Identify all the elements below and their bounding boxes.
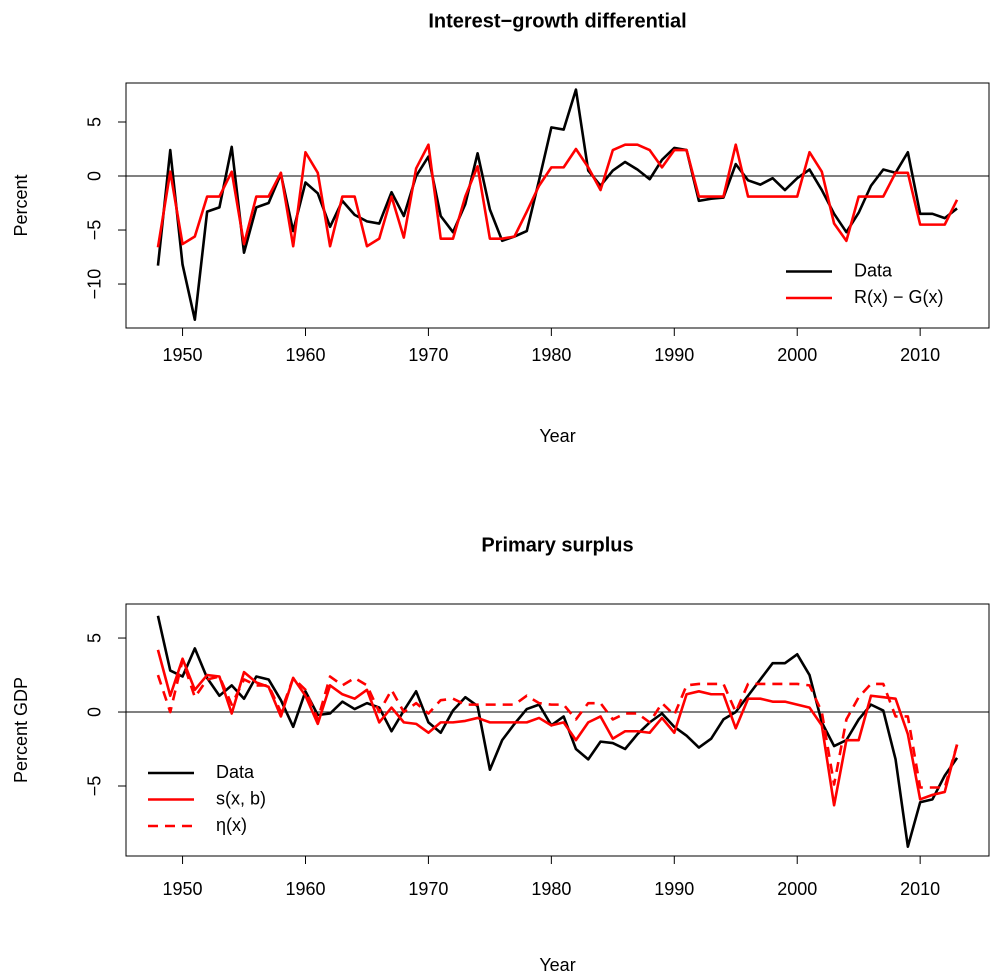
x-axis-label: Year (539, 426, 575, 446)
x-tick-label: 1990 (654, 345, 694, 365)
series-line (156, 88, 958, 321)
series-line (156, 143, 959, 248)
x-tick-label: 2010 (900, 879, 940, 899)
legend-label: η(x) (216, 815, 247, 835)
x-tick-label: 1980 (531, 879, 571, 899)
chart-title: Primary surplus (481, 534, 633, 556)
x-tick-label: 1960 (285, 879, 325, 899)
x-tick-label: 1950 (163, 879, 203, 899)
series-line (156, 649, 959, 807)
chart-title: Interest−growth differential (428, 10, 686, 32)
y-tick-label: 0 (85, 171, 105, 181)
legend-label: s(x, b) (216, 788, 266, 808)
plot-frame (125, 603, 990, 857)
legend-label: Data (216, 762, 255, 782)
plot-frame (125, 82, 990, 329)
x-tick-label: 2000 (777, 879, 817, 899)
x-tick-label: 1980 (531, 345, 571, 365)
y-tick-label: −10 (85, 269, 105, 300)
series-line (156, 615, 959, 848)
y-axis-label: Percent GDP (11, 677, 31, 783)
y-tick-label: −5 (85, 220, 105, 241)
y-tick-label: −5 (85, 776, 105, 797)
x-tick-label: 1950 (163, 345, 203, 365)
x-tick-label: 1990 (654, 879, 694, 899)
x-tick-label: 2010 (900, 345, 940, 365)
x-tick-label: 1960 (285, 345, 325, 365)
x-tick-label: 1970 (408, 879, 448, 899)
y-tick-label: 5 (85, 633, 105, 643)
series-line (156, 658, 959, 789)
x-axis-label: Year (539, 955, 575, 974)
x-tick-label: 1970 (408, 345, 448, 365)
y-axis-label: Percent (11, 174, 31, 236)
y-tick-label: 5 (85, 117, 105, 127)
legend-label: Data (854, 260, 893, 280)
y-tick-label: 0 (85, 707, 105, 717)
x-tick-label: 2000 (777, 345, 817, 365)
legend-label: R(x) − G(x) (854, 287, 944, 307)
